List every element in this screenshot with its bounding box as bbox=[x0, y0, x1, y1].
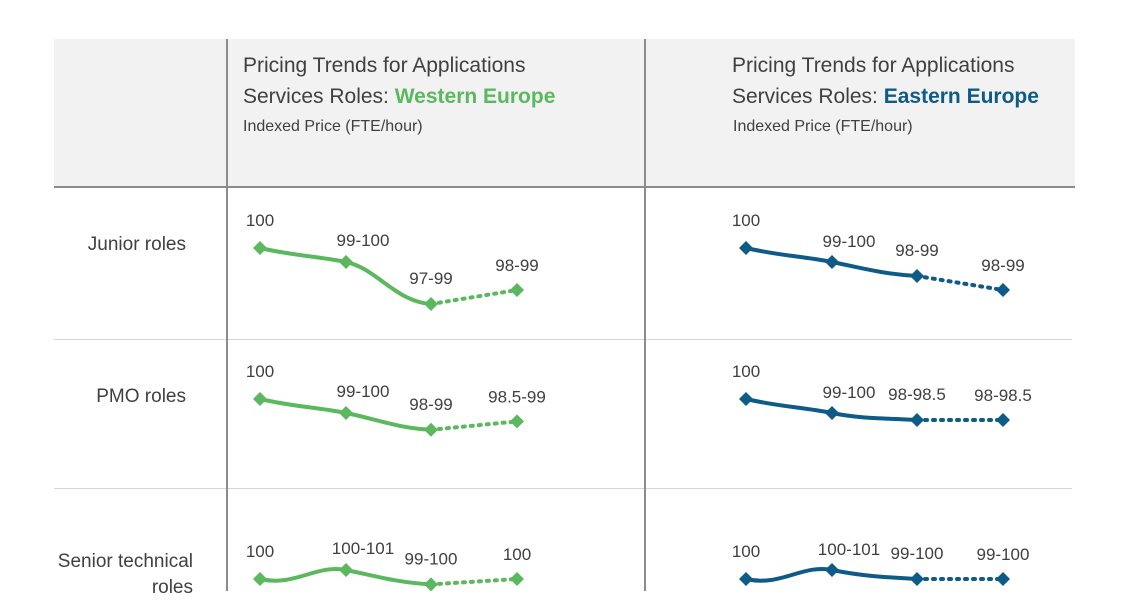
data-label-western-europe-senior-technical-roles-4: 100 bbox=[503, 545, 531, 564]
row-label-line1: Junior roles bbox=[87, 234, 186, 255]
column-title-western: Pricing Trends for Applications Services… bbox=[243, 50, 555, 112]
data-label-western-europe-senior-technical-roles-3: 99-100 bbox=[405, 549, 458, 568]
region-name-western: Western Europe bbox=[394, 85, 556, 108]
data-label-eastern-europe-junior-roles-3: 98-99 bbox=[895, 241, 938, 260]
data-point-western-europe-junior-roles-2 bbox=[339, 255, 353, 269]
header-band bbox=[54, 39, 1075, 186]
data-label-eastern-europe-senior-technical-roles-4: 99-100 bbox=[977, 545, 1030, 564]
data-point-eastern-europe-pmo-roles-1 bbox=[739, 392, 753, 406]
column-subtitle-eastern: Indexed Price (FTE/hour) bbox=[733, 118, 913, 135]
data-label-eastern-europe-junior-roles-4: 98-99 bbox=[981, 256, 1024, 275]
column-subtitle-western: Indexed Price (FTE/hour) bbox=[243, 118, 423, 135]
data-point-western-europe-pmo-roles-1 bbox=[253, 392, 267, 406]
data-label-western-europe-junior-roles-3: 97-99 bbox=[409, 269, 452, 288]
data-label-eastern-europe-senior-technical-roles-2: 100-101 bbox=[818, 540, 880, 559]
header-divider bbox=[54, 186, 1075, 188]
data-point-eastern-europe-senior-technical-roles-3 bbox=[910, 572, 924, 586]
column-title-prefix: Services Roles: bbox=[732, 85, 884, 108]
data-point-western-europe-junior-roles-3 bbox=[424, 297, 438, 311]
column-title-eastern: Pricing Trends for Applications Services… bbox=[732, 50, 1039, 112]
row-divider-2 bbox=[54, 488, 1072, 489]
forecast-line-eastern-europe-junior-roles bbox=[915, 274, 1005, 292]
data-label-eastern-europe-pmo-roles-2: 99-100 bbox=[823, 383, 876, 402]
data-label-eastern-europe-senior-technical-roles-3: 99-100 bbox=[891, 544, 944, 563]
region-name-eastern: Eastern Europe bbox=[883, 85, 1039, 108]
data-point-eastern-europe-senior-technical-roles-4 bbox=[996, 572, 1010, 586]
row-label-line1: PMO roles bbox=[96, 386, 186, 407]
data-point-western-europe-senior-technical-roles-4 bbox=[510, 572, 524, 586]
column-title-line1: Pricing Trends for Applications bbox=[732, 54, 1015, 77]
data-point-eastern-europe-pmo-roles-4 bbox=[996, 413, 1010, 427]
data-point-eastern-europe-junior-roles-2 bbox=[825, 255, 839, 269]
row-label-junior: Junior roles bbox=[26, 232, 186, 258]
forecast-line-western-europe-senior-technical-roles bbox=[429, 577, 519, 587]
column-title-line1: Pricing Trends for Applications bbox=[243, 54, 526, 77]
data-label-eastern-europe-pmo-roles-1: 100 bbox=[732, 362, 760, 381]
data-point-eastern-europe-senior-technical-roles-1 bbox=[739, 572, 753, 586]
data-label-eastern-europe-pmo-roles-3: 98-98.5 bbox=[888, 385, 946, 404]
forecast-line-western-europe-pmo-roles bbox=[429, 419, 519, 432]
data-label-western-europe-pmo-roles-1: 100 bbox=[246, 362, 274, 381]
row-label-line1: Senior technical bbox=[57, 551, 193, 572]
data-point-western-europe-junior-roles-1 bbox=[253, 241, 267, 255]
column-title-line2: Services Roles: Western Europe bbox=[243, 81, 555, 112]
data-label-western-europe-senior-technical-roles-1: 100 bbox=[246, 542, 274, 561]
data-point-eastern-europe-junior-roles-1 bbox=[739, 241, 753, 255]
forecast-line-western-europe-junior-roles bbox=[429, 288, 519, 306]
data-point-eastern-europe-pmo-roles-2 bbox=[825, 406, 839, 420]
data-point-eastern-europe-pmo-roles-3 bbox=[910, 413, 924, 427]
data-point-western-europe-senior-technical-roles-3 bbox=[424, 577, 438, 591]
data-label-western-europe-junior-roles-2: 99-100 bbox=[337, 231, 390, 250]
data-point-western-europe-senior-technical-roles-2 bbox=[339, 563, 353, 577]
data-label-western-europe-junior-roles-4: 98-99 bbox=[495, 256, 538, 275]
data-label-eastern-europe-junior-roles-1: 100 bbox=[732, 211, 760, 230]
data-label-western-europe-junior-roles-1: 100 bbox=[246, 211, 274, 230]
data-label-western-europe-senior-technical-roles-2: 100-101 bbox=[332, 539, 394, 558]
data-point-eastern-europe-junior-roles-3 bbox=[910, 269, 924, 283]
column-divider-2 bbox=[644, 39, 646, 591]
data-label-eastern-europe-senior-technical-roles-1: 100 bbox=[732, 542, 760, 561]
data-label-western-europe-pmo-roles-3: 98-99 bbox=[409, 395, 452, 414]
row-label-pmo: PMO roles bbox=[26, 384, 186, 410]
data-point-western-europe-pmo-roles-4 bbox=[510, 414, 524, 429]
column-divider-1 bbox=[226, 39, 228, 591]
data-label-western-europe-pmo-roles-4: 98.5-99 bbox=[488, 387, 546, 406]
data-point-eastern-europe-junior-roles-4 bbox=[996, 283, 1010, 297]
data-point-eastern-europe-senior-technical-roles-2 bbox=[825, 563, 839, 577]
row-divider-1 bbox=[54, 339, 1072, 340]
data-point-western-europe-pmo-roles-3 bbox=[424, 422, 438, 437]
data-point-western-europe-senior-technical-roles-1 bbox=[253, 572, 267, 586]
data-point-western-europe-junior-roles-4 bbox=[510, 283, 524, 297]
data-label-eastern-europe-pmo-roles-4: 98-98.5 bbox=[974, 386, 1032, 405]
data-label-western-europe-pmo-roles-2: 99-100 bbox=[337, 382, 390, 401]
data-point-western-europe-pmo-roles-2 bbox=[339, 406, 353, 420]
column-title-line2: Services Roles: Eastern Europe bbox=[732, 81, 1039, 112]
data-label-eastern-europe-junior-roles-2: 99-100 bbox=[823, 232, 876, 251]
column-title-prefix: Services Roles: bbox=[243, 85, 395, 108]
